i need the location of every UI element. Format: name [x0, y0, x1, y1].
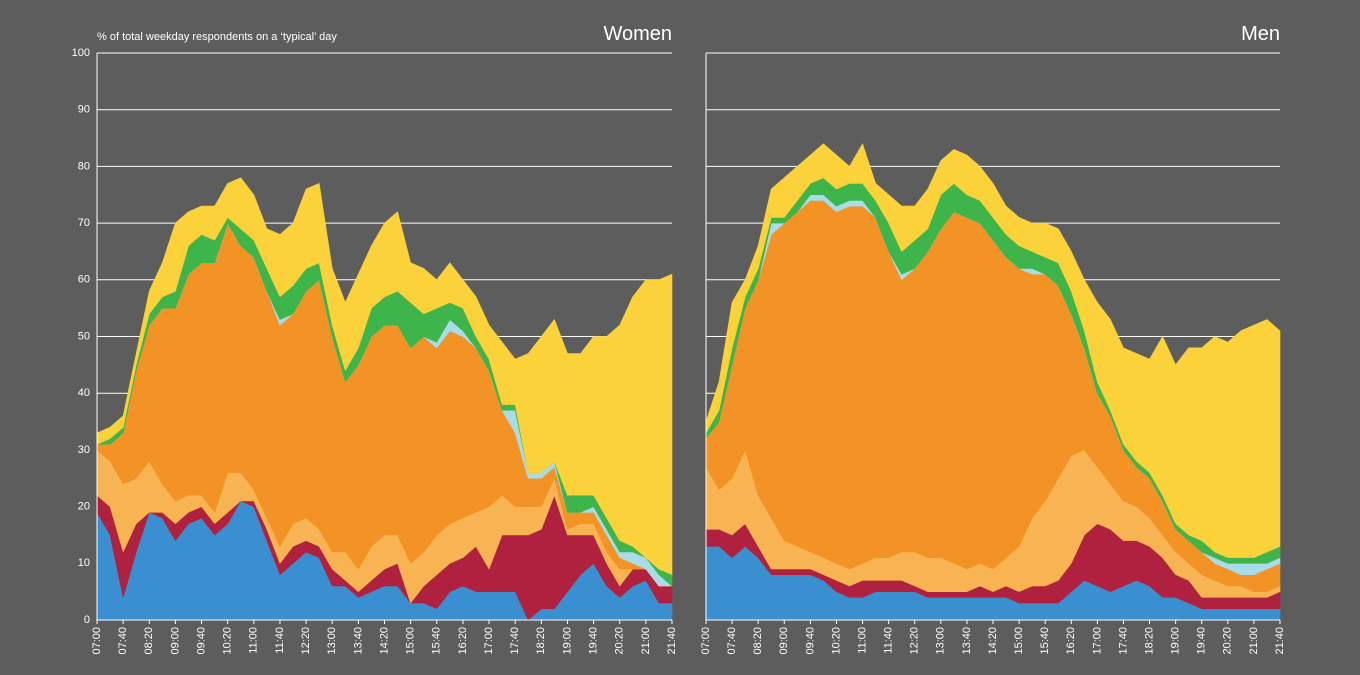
y-tick-label: 60: [78, 274, 90, 286]
y-axis-label: % of total weekday respondents on a ‘typ…: [97, 31, 337, 43]
x-tick-label: 19:00: [561, 627, 573, 655]
x-tick-label: 21:40: [1274, 627, 1286, 655]
x-tick-label: 12:20: [300, 627, 312, 655]
x-tick-label: 17:00: [483, 627, 495, 655]
x-tick-label: 07:40: [117, 627, 129, 655]
x-tick-label: 09:00: [778, 627, 790, 655]
x-tick-label: 10:20: [222, 627, 234, 655]
x-tick-label: 11:40: [274, 627, 286, 654]
x-tick-label: 07:40: [726, 627, 738, 655]
y-tick-label: 100: [72, 47, 90, 59]
x-tick-label: 20:20: [614, 627, 626, 655]
y-tick-label: 0: [84, 614, 90, 626]
y-tick-label: 10: [78, 557, 90, 569]
x-tick-label: 15:00: [405, 627, 417, 655]
x-tick-label: 11:40: [883, 627, 895, 654]
x-tick-label: 16:20: [457, 627, 469, 655]
x-tick-label: 08:20: [752, 627, 764, 655]
y-tick-label: 40: [78, 387, 90, 399]
x-tick-label: 13:40: [961, 627, 973, 655]
x-tick-label: 10:20: [830, 627, 842, 655]
x-tick-label: 13:00: [935, 627, 947, 655]
x-tick-label: 17:40: [1117, 627, 1129, 655]
x-tick-label: 15:40: [1039, 627, 1051, 655]
x-tick-label: 14:20: [987, 627, 999, 655]
x-tick-label: 20:20: [1222, 627, 1234, 655]
x-tick-label: 09:00: [169, 627, 181, 655]
x-tick-label: 16:20: [1065, 627, 1077, 655]
x-tick-label: 21:00: [640, 627, 652, 655]
x-tick-label: 18:20: [1143, 627, 1155, 655]
y-tick-label: 90: [78, 104, 90, 116]
y-tick-label: 50: [78, 330, 90, 342]
y-tick-label: 80: [78, 160, 90, 172]
y-tick-label: 20: [78, 501, 90, 513]
x-tick-label: 18:20: [535, 627, 547, 655]
x-tick-label: 21:40: [666, 627, 678, 655]
x-tick-label: 15:40: [431, 627, 443, 655]
x-tick-label: 19:40: [587, 627, 599, 655]
x-tick-label: 21:00: [1248, 627, 1260, 655]
x-tick-label: 11:00: [856, 627, 868, 654]
x-tick-label: 08:20: [143, 627, 155, 655]
x-tick-label: 09:40: [804, 627, 816, 655]
x-tick-label: 14:20: [378, 627, 390, 655]
x-tick-label: 07:00: [700, 627, 712, 655]
area: [705, 143, 1281, 558]
chart-title: Women: [603, 23, 672, 45]
y-tick-label: 30: [78, 444, 90, 456]
x-tick-label: 13:40: [352, 627, 364, 655]
area: [96, 177, 673, 575]
x-tick-label: 19:00: [1170, 627, 1182, 655]
x-tick-label: 13:00: [326, 627, 338, 655]
y-tick-label: 70: [78, 217, 90, 229]
x-tick-label: 11:00: [248, 627, 260, 654]
x-tick-label: 15:00: [1013, 627, 1025, 655]
x-tick-label: 17:00: [1091, 627, 1103, 655]
x-tick-label: 19:40: [1196, 627, 1208, 655]
x-tick-label: 07:00: [91, 627, 103, 655]
x-tick-label: 17:40: [509, 627, 521, 655]
x-tick-label: 12:20: [909, 627, 921, 655]
x-tick-label: 09:40: [195, 627, 207, 655]
chart-title: Men: [1241, 23, 1280, 45]
